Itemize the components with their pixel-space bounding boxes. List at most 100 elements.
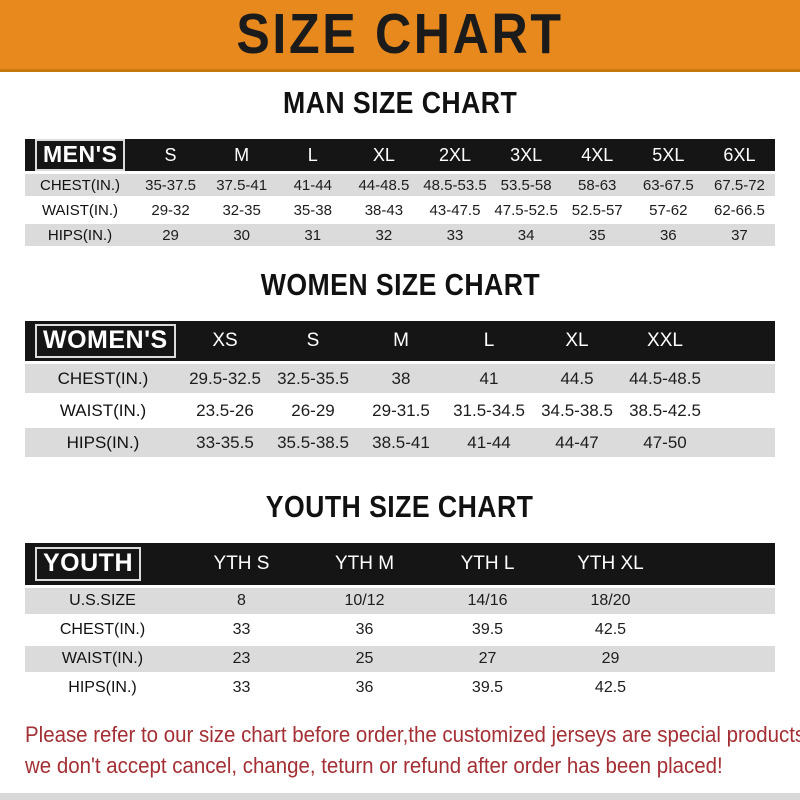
- size-value: 32: [348, 224, 420, 246]
- size-value: 36: [303, 617, 426, 643]
- column-header-filler: [672, 543, 775, 585]
- section-heading-text: WOMEN SIZE CHART: [260, 267, 540, 302]
- size-value: 36: [303, 675, 426, 701]
- footer-note: Please refer to our size chart before or…: [0, 719, 800, 781]
- footer-line-2: we don't accept cancel, change, teturn o…: [25, 753, 723, 778]
- size-value: 32.5-35.5: [269, 364, 357, 393]
- column-header-filler: [709, 321, 775, 361]
- size-value: 26-29: [269, 396, 357, 425]
- size-value: 63-67.5: [632, 174, 704, 196]
- row-label: HIPS(IN.): [25, 675, 180, 701]
- table-row: CHEST(IN.) 29.5-32.5 32.5-35.5 38 41 44.5 44.5…: [25, 364, 775, 393]
- column-header: XL: [348, 139, 420, 171]
- column-header: L: [445, 321, 533, 361]
- size-value-filler: [709, 364, 775, 393]
- table-row: WAIST(IN.) 23 25 27 29: [25, 646, 775, 672]
- column-header: YTH L: [426, 543, 549, 585]
- size-value-filler: [672, 646, 775, 672]
- row-label: WAIST(IN.): [25, 646, 180, 672]
- size-value-filler: [672, 675, 775, 701]
- table-row: WAIST(IN.) 29-32 32-35 35-38 38-43 43-47.5 47.…: [25, 199, 775, 221]
- size-value: 38.5-42.5: [621, 396, 709, 425]
- table-row: CHEST(IN.) 35-37.5 37.5-41 41-44 44-48.5 48.5…: [25, 174, 775, 196]
- section-youth: YOUTH SIZE CHART YOUTH YTH S YTH M YTH L YTH …: [0, 491, 800, 704]
- row-label: CHEST(IN.): [25, 617, 180, 643]
- size-value-filler: [709, 428, 775, 457]
- size-value: 42.5: [549, 675, 672, 701]
- size-value: 58-63: [561, 174, 633, 196]
- table-row: HIPS(IN.) 29 30 31 32 33 34 35 36 37: [25, 224, 775, 246]
- size-value: 18/20: [549, 588, 672, 614]
- size-value: 44.5-48.5: [621, 364, 709, 393]
- size-value: 43-47.5: [419, 199, 491, 221]
- table-row: U.S.SIZE 8 10/12 14/16 18/20: [25, 588, 775, 614]
- size-value: 36: [632, 224, 704, 246]
- footer-line-1: Please refer to our size chart before or…: [25, 722, 800, 747]
- banner-title: SIZE CHART: [236, 2, 564, 66]
- table-header-label: YOUTH: [25, 543, 180, 585]
- table-header-label-text: MEN'S: [35, 139, 126, 171]
- row-label: HIPS(IN.): [25, 224, 135, 246]
- size-value: 48.5-53.5: [419, 174, 491, 196]
- size-value: 25: [303, 646, 426, 672]
- size-value: 29: [135, 224, 207, 246]
- size-value: 29: [549, 646, 672, 672]
- table-row: WAIST(IN.) 23.5-26 26-29 29-31.5 31.5-34.5 34…: [25, 396, 775, 425]
- size-value: 35.5-38.5: [269, 428, 357, 457]
- size-value-filler: [672, 588, 775, 614]
- section-heading: MAN SIZE CHART: [0, 87, 800, 119]
- column-header: XL: [533, 321, 621, 361]
- size-value: 44.5: [533, 364, 621, 393]
- table-row: HIPS(IN.) 33 36 39.5 42.5: [25, 675, 775, 701]
- banner: SIZE CHART: [0, 0, 800, 72]
- size-value: 34: [490, 224, 562, 246]
- section-heading-text: YOUTH SIZE CHART: [266, 489, 534, 524]
- size-value: 47.5-52.5: [490, 199, 562, 221]
- column-header: 2XL: [419, 139, 491, 171]
- row-label: CHEST(IN.): [25, 174, 135, 196]
- size-value: 44-48.5: [348, 174, 420, 196]
- section-heading: WOMEN SIZE CHART: [0, 269, 800, 301]
- size-value: 33: [180, 617, 303, 643]
- size-value: 10/12: [303, 588, 426, 614]
- row-label: U.S.SIZE: [25, 588, 180, 614]
- size-value: 37: [703, 224, 775, 246]
- column-header: 5XL: [632, 139, 704, 171]
- size-value: 35: [561, 224, 633, 246]
- size-value: 30: [206, 224, 278, 246]
- column-header: M: [357, 321, 445, 361]
- column-header: YTH M: [303, 543, 426, 585]
- table-header-row: MEN'S S M L XL 2XL 3XL 4XL 5XL 6XL: [25, 139, 775, 171]
- size-value: 41-44: [445, 428, 533, 457]
- size-value: 52.5-57: [561, 199, 633, 221]
- column-header: M: [206, 139, 278, 171]
- column-header: S: [269, 321, 357, 361]
- table-header-label: WOMEN'S: [25, 321, 181, 361]
- size-value: 8: [180, 588, 303, 614]
- size-value: 47-50: [621, 428, 709, 457]
- size-value: 27: [426, 646, 549, 672]
- section-heading: YOUTH SIZE CHART: [0, 491, 800, 523]
- size-value-filler: [709, 396, 775, 425]
- size-value: 29-31.5: [357, 396, 445, 425]
- size-value: 34.5-38.5: [533, 396, 621, 425]
- table-header-label: MEN'S: [25, 139, 135, 171]
- size-value: 42.5: [549, 617, 672, 643]
- table-header-row: WOMEN'S XS S M L XL XXL: [25, 321, 775, 361]
- size-value: 41: [445, 364, 533, 393]
- bottom-strip: [0, 793, 800, 800]
- column-header: YTH S: [180, 543, 303, 585]
- size-value: 39.5: [426, 617, 549, 643]
- column-header: 4XL: [561, 139, 633, 171]
- size-value: 67.5-72: [703, 174, 775, 196]
- size-value: 41-44: [277, 174, 349, 196]
- size-chart-sections: MAN SIZE CHART MEN'S S M L XL 2XL 3XL 4XL 5XL 6XL C…: [0, 87, 800, 704]
- size-value: 23.5-26: [181, 396, 269, 425]
- column-header: YTH XL: [549, 543, 672, 585]
- size-table: YOUTH YTH S YTH M YTH L YTH XL U.S.SIZE 8 10/12…: [25, 540, 775, 704]
- size-value: 38-43: [348, 199, 420, 221]
- size-value: 37.5-41: [206, 174, 278, 196]
- size-value: 14/16: [426, 588, 549, 614]
- size-value: 33-35.5: [181, 428, 269, 457]
